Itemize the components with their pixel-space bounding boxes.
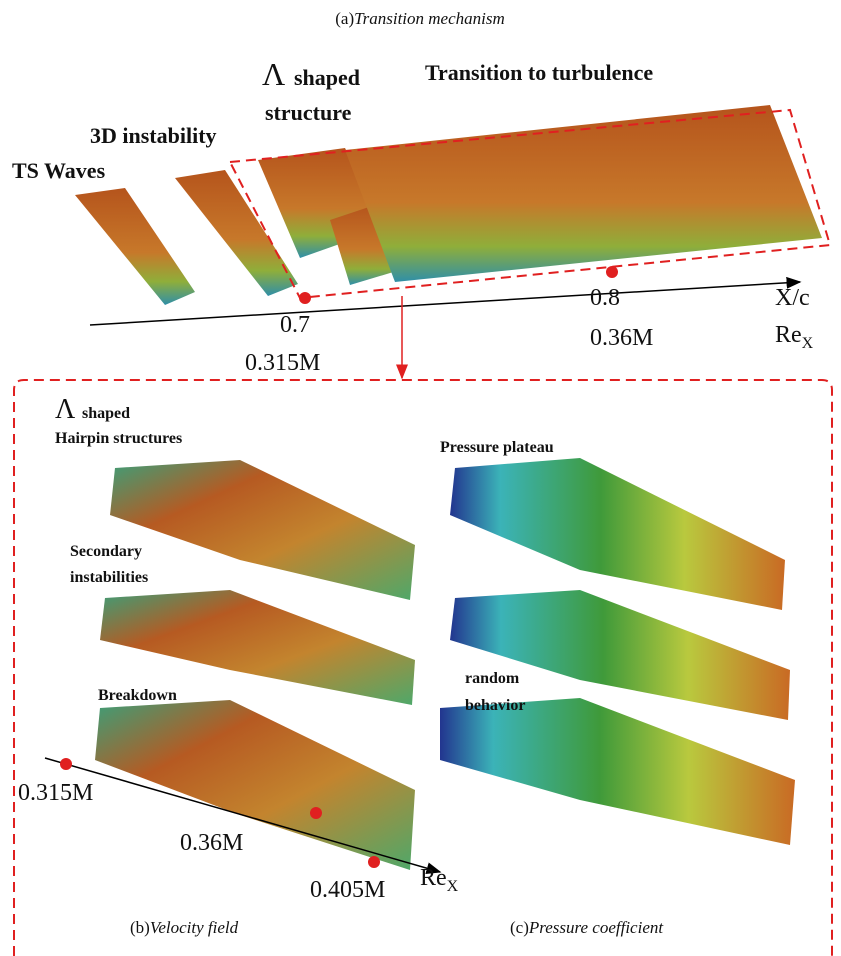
axis-label: X/c — [775, 285, 810, 311]
caption: Pressure coefficient — [528, 918, 665, 937]
pressure-strip — [450, 458, 785, 610]
figure: (a)Transition mechanism TS Waves 3D inst… — [0, 0, 841, 956]
panel-c-caption: (c)Pressure coefficient — [510, 918, 664, 937]
annotation: random — [465, 670, 520, 687]
annotation: structure — [265, 100, 352, 125]
annotation: Transition to turbulence — [425, 60, 653, 85]
annotation: Pressure plateau — [440, 439, 554, 456]
axis-dot — [310, 807, 322, 819]
annotation: Λ — [55, 394, 76, 425]
pressure-strips — [440, 458, 795, 845]
annotation: Secondary — [70, 543, 142, 560]
velocity-strip — [95, 700, 415, 870]
annotation: Breakdown — [98, 687, 177, 704]
axis-tick-label: 0.315M — [245, 350, 320, 376]
axis-dot — [60, 758, 72, 770]
axis-tick-label: 0.8 — [590, 285, 620, 311]
axis — [90, 282, 800, 325]
annotation: instabilities — [70, 569, 148, 586]
axis-label-main: Re — [420, 865, 447, 891]
velocity-strip — [110, 460, 415, 600]
axis-dot — [606, 266, 618, 278]
ts-wave-blob — [75, 188, 195, 305]
axis-dot — [299, 292, 311, 304]
panel-b-caption: (b)Velocity field — [130, 918, 239, 937]
caption: Transition mechanism — [354, 9, 505, 28]
annotation: behavior — [465, 697, 525, 714]
axis-label-sub: X — [447, 878, 459, 895]
turbulence-blob — [345, 105, 822, 282]
panel-label: (b) — [130, 918, 150, 937]
axis-dot — [368, 856, 380, 868]
annotation: shaped — [294, 65, 360, 90]
axis-label-sub: X — [802, 335, 814, 352]
annotation: TS Waves — [12, 158, 106, 183]
axis-tick-label: 0.7 — [280, 312, 310, 338]
velocity-strips — [95, 460, 415, 870]
panel-label: (c) — [510, 918, 529, 937]
annotation: 3D instability — [90, 123, 217, 148]
axis-tick-label: 0.315M — [18, 780, 93, 806]
caption: Velocity field — [150, 918, 239, 937]
axis-label: ReX — [775, 322, 814, 352]
axis-tick-label: 0.36M — [590, 325, 653, 351]
panel-label: (a) — [335, 9, 354, 28]
panel-a-caption: (a)Transition mechanism — [335, 9, 505, 28]
annotation: shaped — [82, 405, 130, 422]
axis-tick-label: 0.405M — [310, 877, 385, 903]
axis-tick-label: 0.36M — [180, 830, 243, 856]
pressure-strip — [440, 698, 795, 845]
axis-label-main: Re — [775, 322, 802, 348]
axis-label: ReX — [420, 865, 459, 895]
annotation: Λ — [262, 56, 285, 92]
annotation: Hairpin structures — [55, 430, 182, 447]
